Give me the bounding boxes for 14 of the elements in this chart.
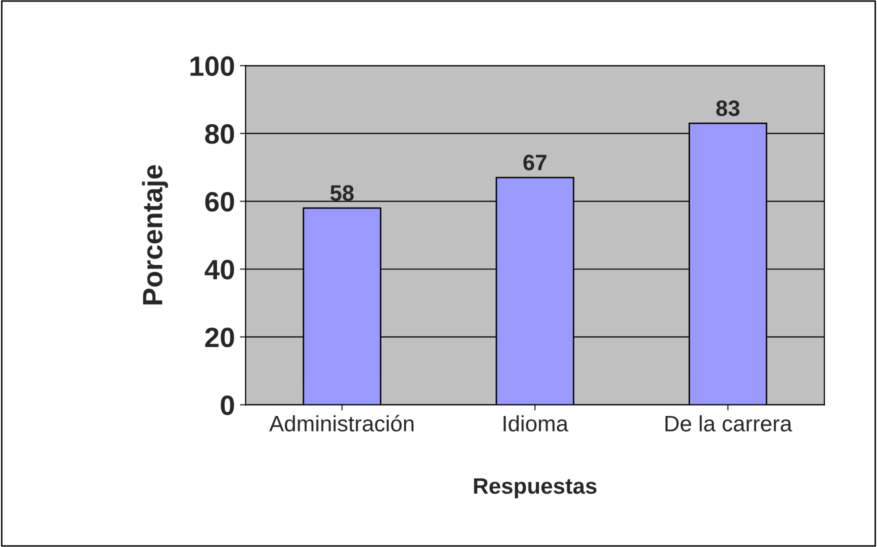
x-tick-label: Administración: [269, 414, 414, 432]
y-tick-label: 40: [204, 260, 234, 280]
x-axis-title: Respuestas: [474, 478, 596, 498]
x-tick-label: Idioma: [504, 415, 568, 432]
y-tick-label: 80: [205, 124, 234, 144]
x-tick-label: De la carrera: [666, 415, 792, 432]
y-tick-label: 60: [205, 192, 234, 212]
y-tick-label: 0: [220, 395, 234, 416]
y-tick-label: 100: [190, 56, 234, 76]
y-axis-title: Porcentaje: [142, 165, 168, 304]
data-label: 83: [716, 100, 740, 116]
data-label: 67: [523, 154, 546, 170]
y-tick-label: 20: [205, 328, 234, 348]
data-label: 58: [330, 185, 354, 201]
